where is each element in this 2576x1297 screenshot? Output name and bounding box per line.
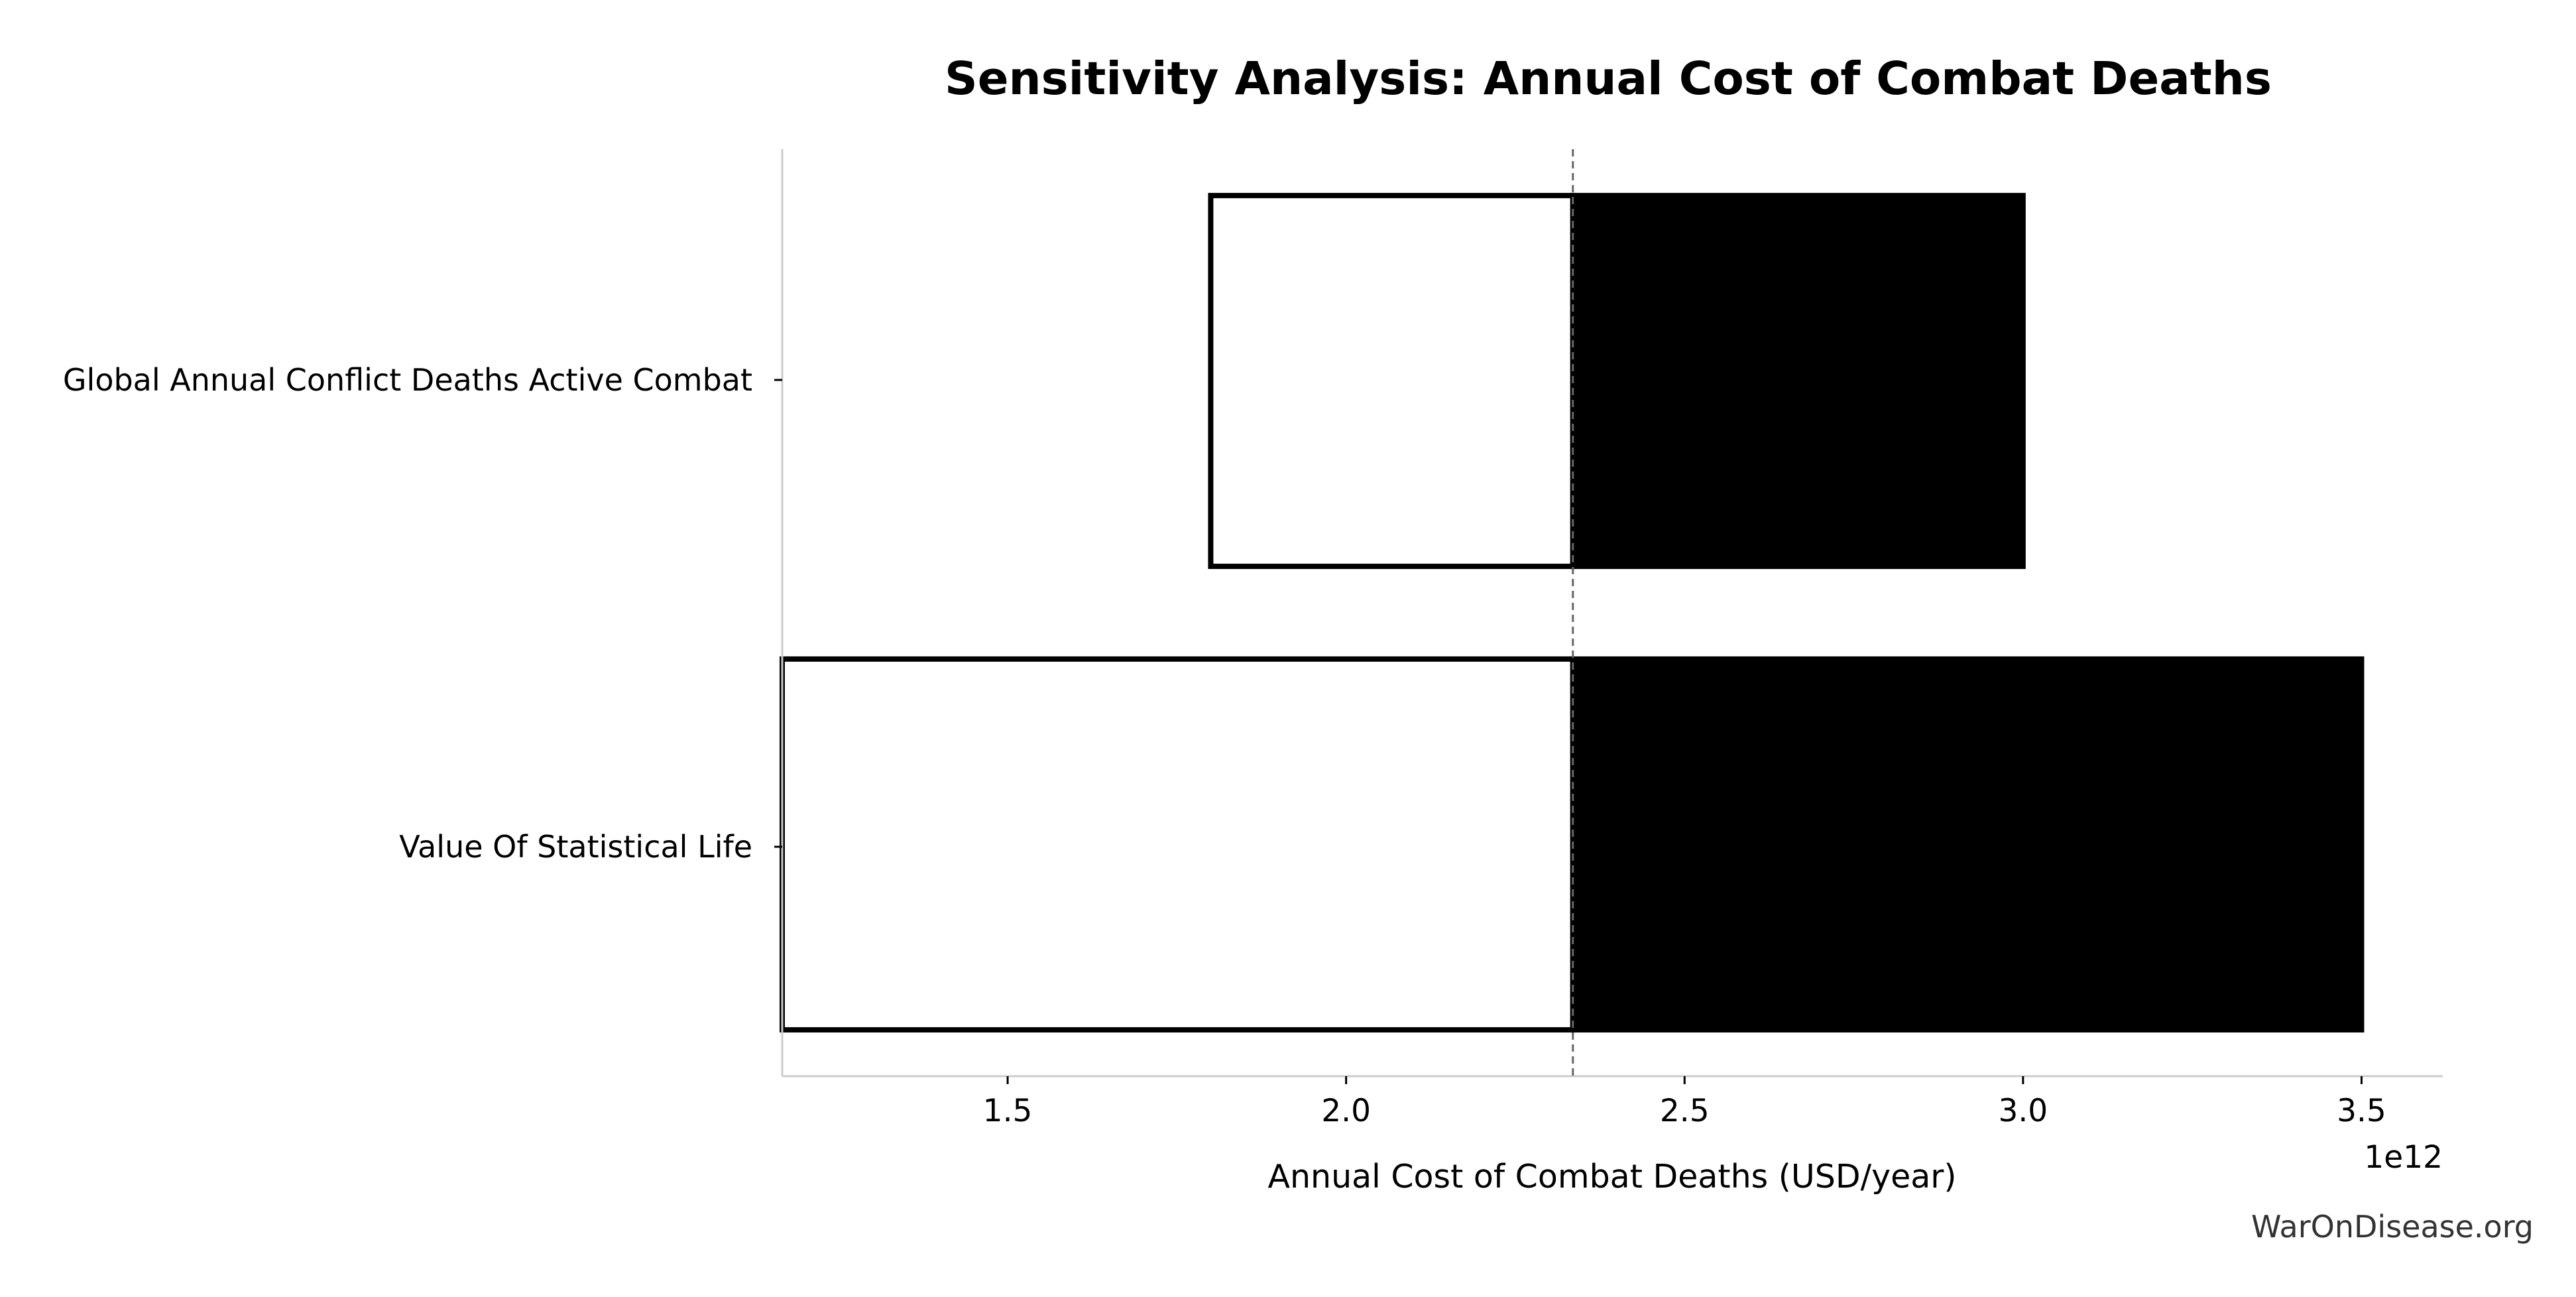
y-ticks: Global Annual Conflict Deaths Active Com… [63, 362, 782, 865]
x-tick-label-3: 3.0 [1998, 1093, 2048, 1129]
high-bar-0 [1570, 192, 2026, 570]
x-axis-offset-label: 1e12 [2364, 1139, 2443, 1176]
high-bar-1 [1570, 656, 2365, 1033]
bars-group [780, 192, 2365, 1033]
watermark-text: WarOnDisease.org [2251, 1209, 2534, 1245]
x-tick-label-0: 1.5 [983, 1093, 1033, 1129]
x-ticks: 1.5 2.0 2.5 3.0 3.5 [983, 1076, 2386, 1129]
x-tick-label-1: 2.0 [1321, 1093, 1371, 1129]
x-tick-label-4: 3.5 [2337, 1093, 2386, 1129]
chart-title: Sensitivity Analysis: Annual Cost of Com… [945, 52, 2272, 105]
low-bar-0 [1208, 192, 1576, 570]
low-bar-1 [780, 656, 1576, 1033]
category-label-conflict-deaths: Global Annual Conflict Deaths Active Com… [63, 362, 752, 398]
x-tick-label-2: 2.5 [1660, 1093, 1710, 1129]
category-label-vsl: Value Of Statistical Life [399, 829, 752, 865]
x-axis-label: Annual Cost of Combat Deaths (USD/year) [1267, 1158, 1956, 1196]
